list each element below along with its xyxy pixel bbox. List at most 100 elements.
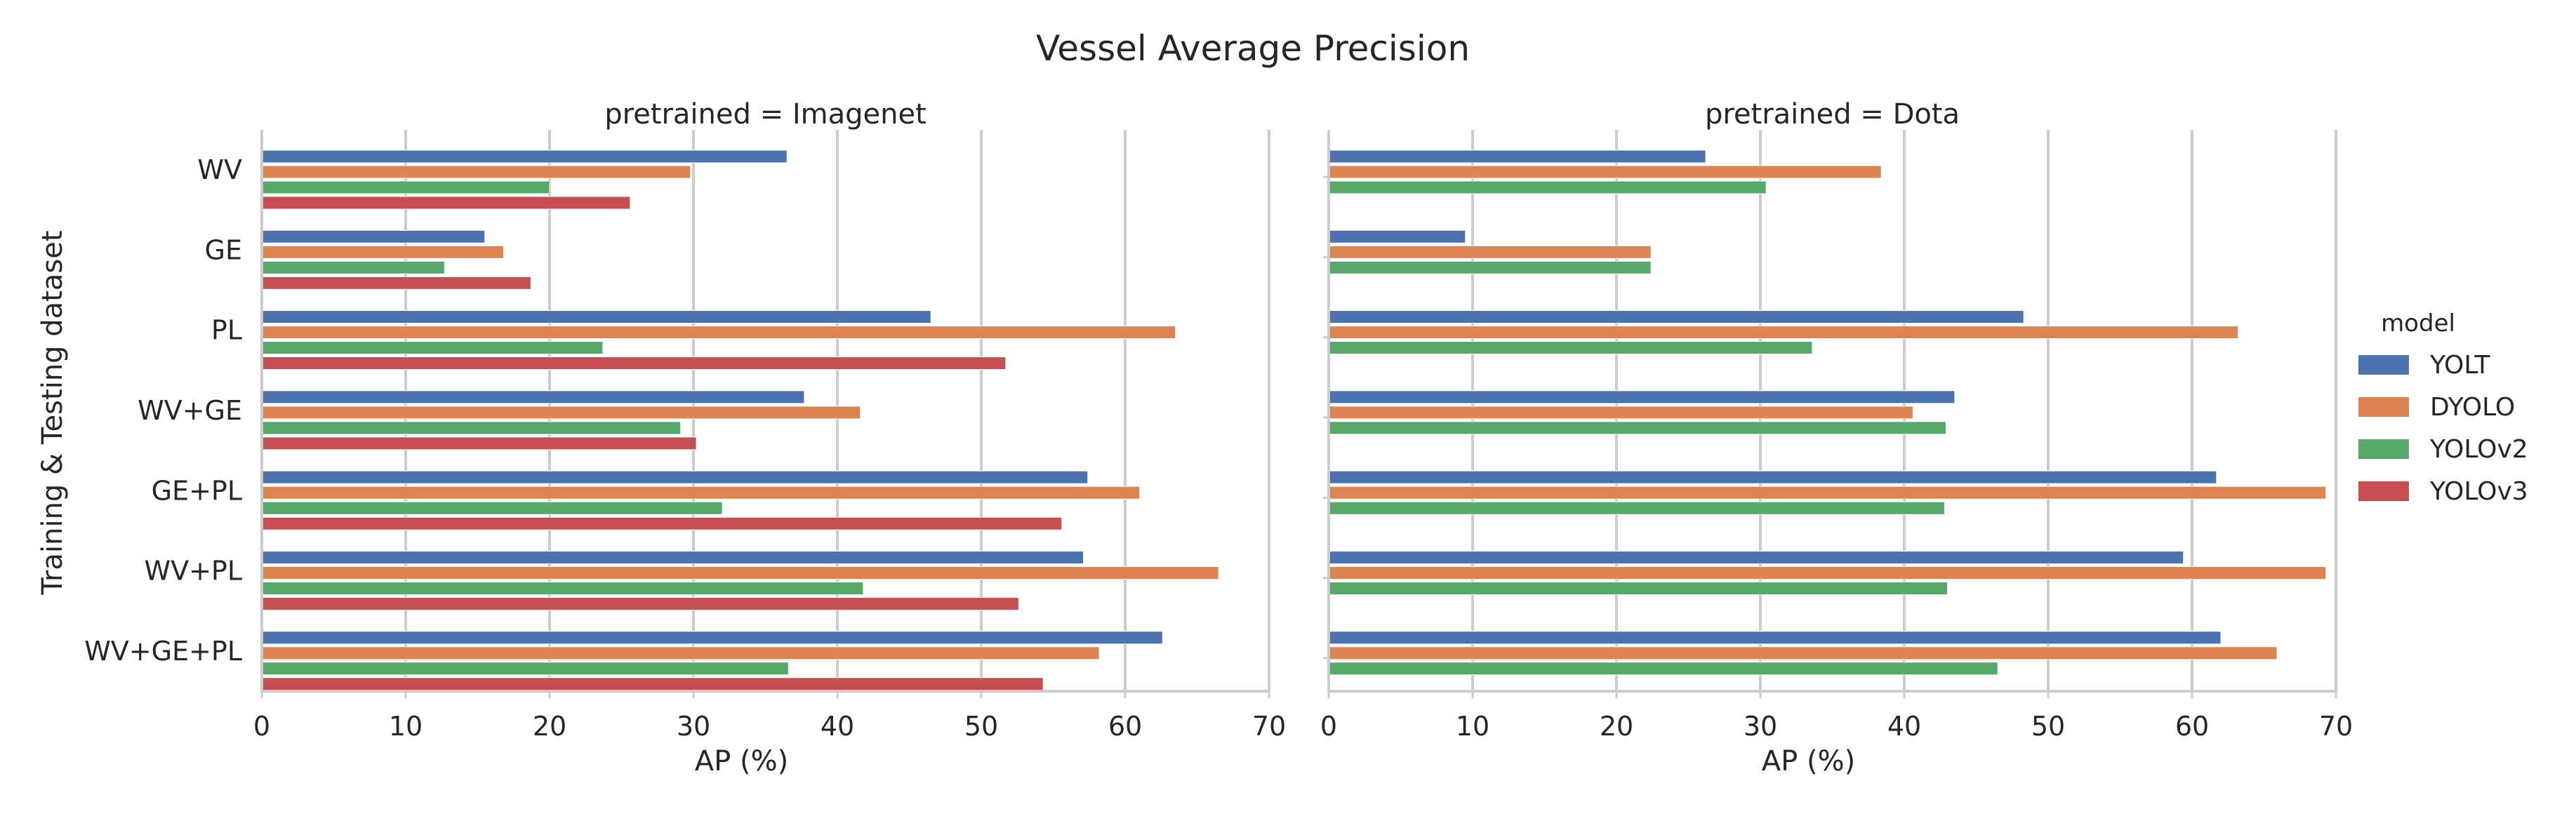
bar-dyolo-wv-ge [1328,406,1913,420]
legend-item-yolov2: YOLOv2 [2358,435,2528,464]
bar-dyolo-pl [1328,326,2239,340]
bar-yolt-ge-pl [1328,470,2217,484]
bar-yolov3-ge-pl [261,516,1063,530]
bar-yolov2-ge-pl [1328,501,1945,515]
bar-yolov2-pl [1328,341,1813,355]
bar-yolov2-wv [261,180,550,194]
legend-label: YOLOv3 [2429,477,2528,506]
bar-yolt-wv-pl [1328,550,2184,564]
x-tick-label: 50 [2031,711,2065,742]
x-tick-label: 30 [677,711,710,742]
x-tick-label: 20 [1600,711,1633,742]
legend-label: YOLT [2429,351,2490,380]
x-tick-label: 40 [821,711,854,742]
bar-yolov2-ge [1328,260,1652,274]
bar-yolov3-wv-ge-pl [261,677,1044,691]
bar-dyolo-wv-ge [261,406,861,420]
x-tick-label: 60 [1108,711,1142,742]
legend-swatch [2358,355,2409,375]
y-tick-label: WV+PL [145,556,243,587]
x-tick-label: 10 [1456,711,1489,742]
bar-yolov3-wv-ge [261,436,697,450]
bar-dyolo-ge-pl [1328,486,2327,500]
bar-dyolo-wv-ge-pl [261,646,1100,660]
bar-yolt-ge [261,229,486,243]
bar-yolt-pl [1328,310,2024,324]
legend-swatch [2358,397,2409,417]
x-ticks: 0 10 20 30 40 50 60 70 [253,691,1286,742]
x-tick-label: 50 [964,711,998,742]
bar-yolov2-wv-pl [261,581,864,595]
bar-dyolo-pl [261,326,1176,340]
legend-swatch [2358,439,2409,459]
bar-yolov2-wv-ge [261,421,682,435]
bar-dyolo-wv-ge-pl [1328,646,2278,660]
y-tick-label: WV [197,154,242,185]
bar-yolt-ge [1328,229,1466,243]
x-tick-label: 70 [2319,711,2353,742]
bar-yolov2-ge-pl [261,501,723,515]
x-tick-label: 40 [1887,711,1921,742]
bar-yolov2-wv-ge-pl [261,662,789,676]
bar-yolt-wv-ge-pl [1328,631,2222,645]
bar-yolov3-wv-pl [261,596,1019,610]
bar-dyolo-wv-pl [1328,566,2327,580]
y-tick-label: GE [205,234,242,265]
bar-dyolo-wv [261,165,691,179]
bar-yolt-wv-ge [261,390,805,404]
panel-pretrained-dota: pretrained = Dota 0 10 20 30 40 50 60 70 AP (%) [1320,98,2353,777]
bar-yolt-wv-pl [261,550,1084,564]
x-tick-label: 70 [1252,711,1286,742]
bar-yolt-ge-pl [261,470,1089,484]
bars [1328,149,2327,676]
x-axis-label: AP (%) [695,745,788,777]
chart-title: Vessel Average Precision [1036,28,1470,69]
x-tick-label: 30 [1744,711,1777,742]
y-tick-label: PL [211,315,242,346]
legend-swatch [2358,481,2409,501]
bar-dyolo-wv-pl [261,566,1219,580]
bar-yolov3-ge [261,276,531,290]
bar-yolt-wv-ge-pl [261,631,1163,645]
bar-yolov2-wv-pl [1328,581,1948,595]
y-ticks: WV GE PL WV+GE GE+PL WV+PL WV+GE+PL [84,154,242,667]
x-axis-label: AP (%) [1762,745,1855,777]
bar-yolov3-wv [261,196,631,210]
legend-title: model [2381,309,2455,338]
panels-layer: pretrained = Imagenet 0 10 20 30 40 50 60 70 AP (… [84,98,2353,777]
legend-item-yolov3: YOLOv3 [2358,477,2528,506]
x-tick-label: 10 [389,711,423,742]
panel-pretrained-imagenet: pretrained = Imagenet 0 10 20 30 40 50 60 70 AP (… [84,98,1286,777]
panel-title: pretrained = Imagenet [604,98,927,131]
bar-yolov2-pl [261,341,604,355]
y-tick-label: WV+GE [138,395,242,426]
bar-dyolo-ge [1328,245,1652,259]
bar-dyolo-ge [261,245,504,259]
bar-yolt-pl [261,310,931,324]
legend: model YOLT DYOLO YOLOv2 YOLOv3 [2358,309,2528,506]
x-tick-label: 0 [1320,711,1337,742]
x-ticks: 0 10 20 30 40 50 60 70 [1320,691,2353,742]
bar-yolt-wv [261,149,788,163]
legend-label: YOLOv2 [2429,435,2528,464]
bar-dyolo-ge-pl [261,486,1140,500]
bar-yolt-wv [1328,149,1706,163]
legend-label: DYOLO [2430,393,2515,422]
panel-title: pretrained = Dota [1705,98,1960,131]
bar-yolt-wv-ge [1328,390,1956,404]
y-tick-label: GE+PL [152,475,242,506]
bar-yolov2-wv-ge [1328,421,1946,435]
y-axis-label: Training & Testing dataset [36,230,69,595]
x-tick-label: 60 [2175,711,2209,742]
x-tick-label: 20 [533,711,566,742]
bar-yolov2-ge [261,260,445,274]
bar-yolov3-pl [261,356,1007,371]
x-tick-label: 0 [253,711,270,742]
legend-item-dyolo: DYOLO [2358,393,2515,422]
bar-yolov2-wv-ge-pl [1328,662,1998,676]
y-tick-label: WV+GE+PL [84,636,242,667]
legend-item-yolt: YOLT [2358,351,2490,380]
bar-yolov2-wv [1328,180,1767,194]
